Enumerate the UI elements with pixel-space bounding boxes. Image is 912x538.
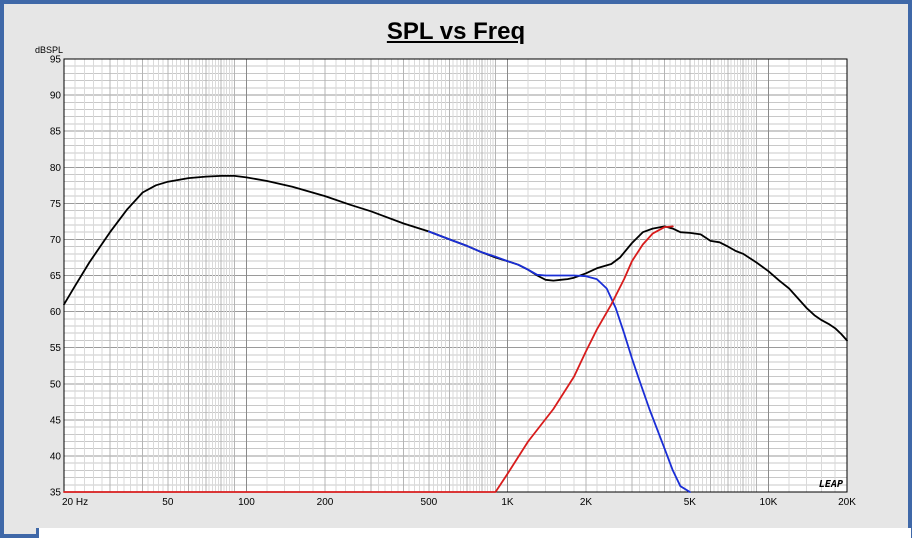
series-line-3	[63, 225, 674, 493]
x-tick-label: 200	[317, 497, 334, 508]
y-tick-label: 75	[50, 199, 62, 210]
y-tick-label: 50	[50, 379, 62, 390]
x-tick-label: 2K	[580, 497, 593, 508]
leap-logo: LEAP	[819, 479, 843, 490]
y-tick-label: 55	[50, 343, 62, 354]
x-tick-label: 5K	[684, 497, 697, 508]
y-tick-label: 40	[50, 451, 62, 462]
y-tick-label: 80	[50, 163, 62, 174]
y-axis-label: dBSPL	[35, 45, 63, 55]
x-tick-label: 20K	[838, 497, 856, 508]
x-tick-label: 10K	[760, 497, 778, 508]
y-tick-label: 65	[50, 271, 62, 282]
y-tick-label: 70	[50, 235, 62, 246]
series-line-2	[427, 230, 691, 493]
x-tick-label: 500	[421, 497, 438, 508]
chart-title: SPL vs Freq	[386, 18, 526, 45]
y-tick-label: 45	[50, 415, 62, 426]
x-tick-label: 1K	[501, 497, 514, 508]
x-tick-label: 50	[162, 497, 174, 508]
y-tick-label: 85	[50, 127, 62, 138]
y-tick-label: 95	[50, 55, 62, 66]
x-tick-label: 100	[238, 497, 255, 508]
bottom-panel-strip	[36, 528, 911, 538]
y-tick-label: 90	[50, 91, 62, 102]
series-line-1	[63, 174, 848, 342]
x-tick-label: 20 Hz	[62, 497, 88, 508]
y-tick-label: 35	[50, 488, 62, 499]
y-tick-label: 60	[50, 307, 62, 318]
